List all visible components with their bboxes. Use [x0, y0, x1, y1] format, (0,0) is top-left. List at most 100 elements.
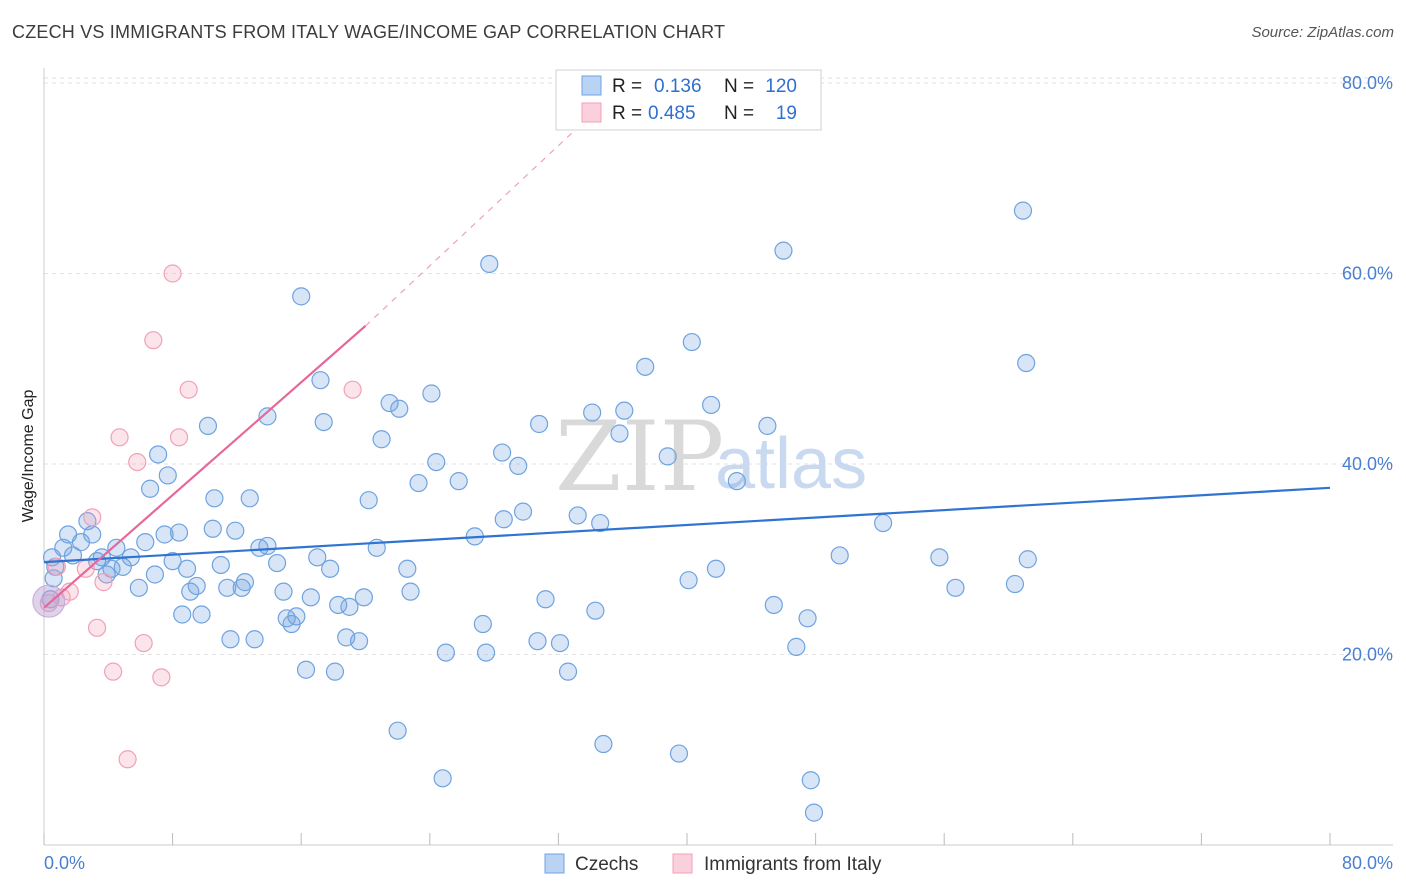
trend-line-italy-extension — [365, 130, 575, 327]
data-point-czech — [558, 662, 578, 681]
legend-swatch-czechs — [581, 75, 602, 96]
data-point-czech — [169, 523, 189, 542]
data-point-czech — [107, 538, 126, 557]
data-point-czech — [758, 416, 777, 435]
data-point-czech — [427, 452, 446, 472]
data-point-czech — [493, 443, 512, 462]
data-point-italy — [152, 668, 171, 687]
data-point-czech — [798, 609, 817, 628]
data-point-italy — [343, 380, 362, 399]
legend-n-label-1: N = — [724, 76, 754, 97]
data-point-czech — [1013, 201, 1033, 220]
data-point-czech — [187, 576, 206, 596]
data-point-czech — [702, 395, 721, 415]
data-point-czech — [550, 633, 570, 653]
legend-r-label-1: R = — [612, 76, 642, 97]
y-tick-labels: 20.0% 40.0% 60.0% 80.0% — [1342, 73, 1393, 665]
data-point-czech — [727, 472, 746, 491]
data-point-czech — [530, 414, 549, 434]
data-point-czech — [583, 403, 602, 422]
data-point-czech — [218, 578, 237, 597]
data-point-czech — [311, 371, 330, 390]
data-point-czech — [1005, 574, 1025, 594]
data-point-czech — [706, 559, 726, 578]
bottom-legend-italy: Immigrants from Italy — [704, 854, 882, 875]
data-point-czech — [349, 632, 369, 651]
trend-line-czechs — [43, 486, 1331, 564]
data-point-czech — [449, 472, 468, 491]
legend-r-value-1: 0.136 — [654, 76, 702, 97]
data-point-czech — [44, 569, 63, 588]
data-point-czech — [774, 241, 793, 260]
data-point-czech — [235, 573, 255, 592]
data-point-czech — [669, 744, 689, 763]
y-tick-label: 20.0% — [1342, 645, 1393, 665]
data-point-italy — [128, 452, 147, 472]
data-point-czech — [388, 721, 407, 740]
data-point-czech — [586, 601, 605, 620]
watermark-atlas: atlas — [715, 424, 867, 504]
data-point-czech — [149, 445, 168, 464]
data-point-czech — [764, 595, 783, 615]
y-axis-label: Wage/Income Gap — [20, 390, 37, 523]
data-point-czech — [177, 559, 197, 578]
data-point-cluster — [32, 584, 66, 618]
data-point-czech — [874, 513, 893, 533]
data-point-czech — [615, 401, 634, 420]
data-point-czech — [198, 416, 218, 435]
x-tick-min: 0.0% — [44, 853, 85, 873]
data-point-italy — [87, 618, 107, 637]
source-label: Source: ZipAtlas.com — [1251, 24, 1394, 41]
data-point-czech — [473, 614, 492, 634]
data-point-italy — [163, 264, 182, 283]
data-point-czech — [513, 502, 533, 521]
data-point-czech — [258, 536, 277, 556]
data-point-czech — [287, 607, 306, 626]
data-point-czech — [258, 407, 277, 426]
trend-line-italy — [43, 325, 367, 609]
legend-n-value-2: 19 — [776, 103, 797, 124]
data-point-czech — [1018, 550, 1037, 569]
bottom-legend-czechs: Czechs — [575, 854, 638, 875]
data-point-czech — [509, 456, 528, 476]
data-point-czech — [325, 662, 345, 681]
data-point-czech — [354, 588, 373, 607]
bottom-legend: Czechs Immigrants from Italy — [544, 853, 882, 875]
data-point-czech — [292, 287, 311, 306]
data-point-czech — [568, 506, 587, 525]
data-point-italy — [179, 380, 198, 399]
data-point-czech — [245, 630, 264, 649]
watermark-zip: ZIP — [555, 401, 724, 513]
data-point-czech — [359, 491, 378, 510]
data-point-czech — [54, 538, 73, 557]
data-point-czech — [203, 519, 222, 538]
chart-title: CZECH VS IMMIGRANTS FROM ITALY WAGE/INCO… — [12, 22, 726, 42]
data-point-czech — [163, 552, 182, 571]
legend-n-label-2: N = — [724, 103, 754, 124]
data-point-czech — [636, 357, 655, 376]
data-point-czech — [787, 637, 806, 656]
data-point-czech — [211, 555, 230, 575]
data-point-italy — [144, 331, 163, 350]
data-point-italy — [94, 573, 113, 592]
data-point-czech — [232, 578, 251, 597]
data-point-czech — [274, 582, 293, 601]
bottom-legend-swatch-italy — [672, 853, 693, 874]
data-point-czech — [946, 578, 965, 597]
data-point-czech — [682, 332, 701, 352]
data-point-czech — [192, 605, 211, 624]
data-point-czech — [658, 447, 677, 466]
data-point-czech — [221, 630, 240, 649]
data-point-italy — [134, 633, 153, 653]
data-point-czech — [155, 525, 174, 544]
data-point-czech — [801, 771, 820, 790]
data-point-czech — [1017, 353, 1036, 373]
data-point-czech — [930, 548, 949, 567]
data-point-czech — [804, 803, 824, 822]
data-point-italy — [169, 428, 189, 447]
series-czechs — [41, 201, 1037, 822]
data-point-czech — [83, 525, 102, 544]
data-point-czech — [158, 466, 177, 485]
data-point-czech — [340, 597, 359, 616]
